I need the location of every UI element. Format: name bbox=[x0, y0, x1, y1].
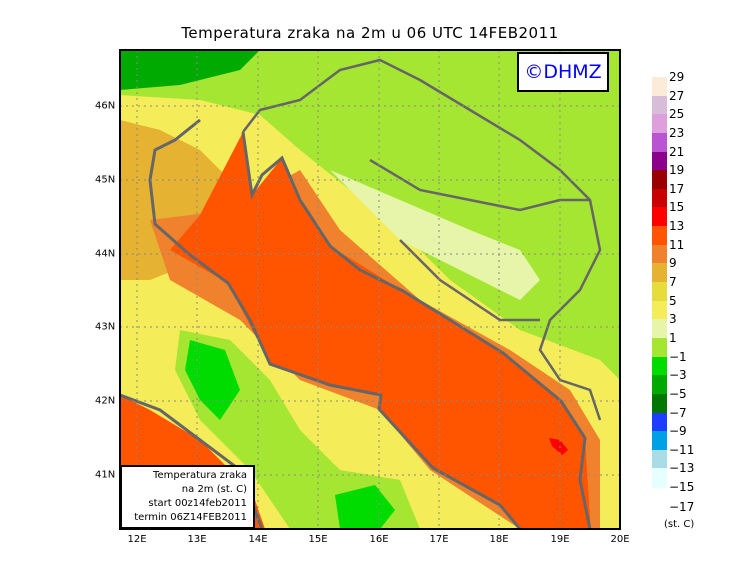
y-tick: 41N bbox=[95, 469, 116, 481]
y-tick: 42N bbox=[95, 395, 116, 407]
legend-swatch bbox=[652, 375, 667, 395]
legend-swatch bbox=[652, 337, 667, 358]
legend-label: 27 bbox=[669, 88, 685, 103]
legend-label: 17 bbox=[669, 181, 685, 196]
cold-spot bbox=[185, 340, 240, 420]
legend-label: 7 bbox=[669, 275, 677, 290]
info-box: Temperatura zraka na 2m (st. C) start 00… bbox=[120, 465, 255, 529]
border bbox=[369, 158, 590, 212]
legend-label: 15 bbox=[669, 200, 685, 215]
legend-label: 9 bbox=[669, 256, 677, 271]
cold-spot bbox=[335, 485, 395, 529]
legend-swatch bbox=[652, 319, 667, 339]
x-tick: 17E bbox=[429, 534, 449, 545]
info-line: start 00z14feb2011 bbox=[148, 498, 247, 509]
legend-label: 11 bbox=[669, 237, 685, 252]
map-frame bbox=[119, 49, 621, 530]
light-zone bbox=[330, 170, 540, 300]
legend-swatch bbox=[652, 449, 667, 469]
legend-swatch bbox=[652, 263, 667, 283]
x-tick: 16E bbox=[369, 534, 389, 545]
legend-label: −3 bbox=[669, 368, 687, 383]
legend-swatch bbox=[652, 244, 667, 264]
x-tick: 15E bbox=[308, 534, 328, 545]
legend-label: −17 bbox=[669, 499, 695, 514]
legend-label: 23 bbox=[669, 125, 685, 140]
legend-swatch bbox=[652, 393, 667, 413]
y-tick: 45N bbox=[95, 174, 116, 186]
legend-label: 19 bbox=[669, 163, 685, 178]
legend-swatch bbox=[652, 356, 667, 376]
dhmz-logo: ©DHMZ bbox=[517, 52, 609, 92]
legend-label: 29 bbox=[669, 70, 685, 84]
legend-swatch bbox=[652, 412, 667, 432]
grid-lines bbox=[120, 50, 620, 529]
legend-label: −7 bbox=[669, 405, 687, 420]
coastline-italy bbox=[148, 118, 522, 529]
inland-green bbox=[175, 330, 420, 529]
legend-label: 25 bbox=[669, 107, 685, 122]
y-tick: 46N bbox=[95, 100, 116, 112]
legend-label: 13 bbox=[669, 219, 685, 234]
legend-swatch bbox=[652, 282, 667, 302]
legend-label: 5 bbox=[669, 293, 677, 308]
x-tick: 18E bbox=[489, 534, 509, 545]
legend-label: −9 bbox=[669, 424, 687, 439]
legend-label: 21 bbox=[669, 144, 685, 159]
legend-label: −1 bbox=[669, 349, 687, 364]
x-tick: 14E bbox=[248, 534, 268, 545]
legend-swatch bbox=[652, 132, 667, 153]
legend-swatch bbox=[652, 300, 667, 320]
legend-swatch bbox=[652, 170, 667, 190]
cold-north bbox=[120, 50, 260, 90]
info-line: na 2m (st. C) bbox=[181, 484, 247, 495]
legend-swatch bbox=[652, 188, 667, 208]
map-title: Temperatura zraka na 2m u 06 UTC 14FEB20… bbox=[181, 24, 559, 42]
legend-unit: (st. C) bbox=[664, 519, 695, 530]
legend-label: −5 bbox=[669, 386, 687, 401]
legend-label: −13 bbox=[669, 461, 695, 476]
legend-label: −15 bbox=[669, 480, 695, 495]
legend-swatch bbox=[652, 207, 667, 227]
legend-swatch bbox=[652, 431, 667, 451]
legend-swatch bbox=[652, 95, 667, 115]
x-tick: 20E bbox=[610, 534, 630, 545]
x-tick: 13E bbox=[187, 534, 207, 545]
legend-swatch bbox=[652, 151, 667, 171]
legend-swatch bbox=[652, 77, 667, 97]
adriatic-sea bbox=[170, 132, 591, 529]
info-line: termin 06Z14FEB2011 bbox=[134, 512, 247, 523]
info-line: Temperatura zraka bbox=[153, 470, 247, 481]
legend-swatch bbox=[652, 226, 667, 246]
legend-swatch bbox=[652, 468, 667, 488]
coastline-east bbox=[241, 131, 592, 529]
y-tick: 44N bbox=[95, 248, 116, 260]
x-tick: 12E bbox=[127, 534, 147, 545]
border bbox=[399, 239, 540, 322]
warm-spot bbox=[549, 438, 568, 455]
legend-swatch bbox=[652, 114, 667, 134]
legend-label: −11 bbox=[669, 442, 695, 457]
x-tick: 19E bbox=[550, 534, 570, 545]
y-tick: 43N bbox=[95, 321, 116, 333]
legend-label: 1 bbox=[669, 330, 677, 345]
legend-label: 3 bbox=[669, 312, 677, 327]
